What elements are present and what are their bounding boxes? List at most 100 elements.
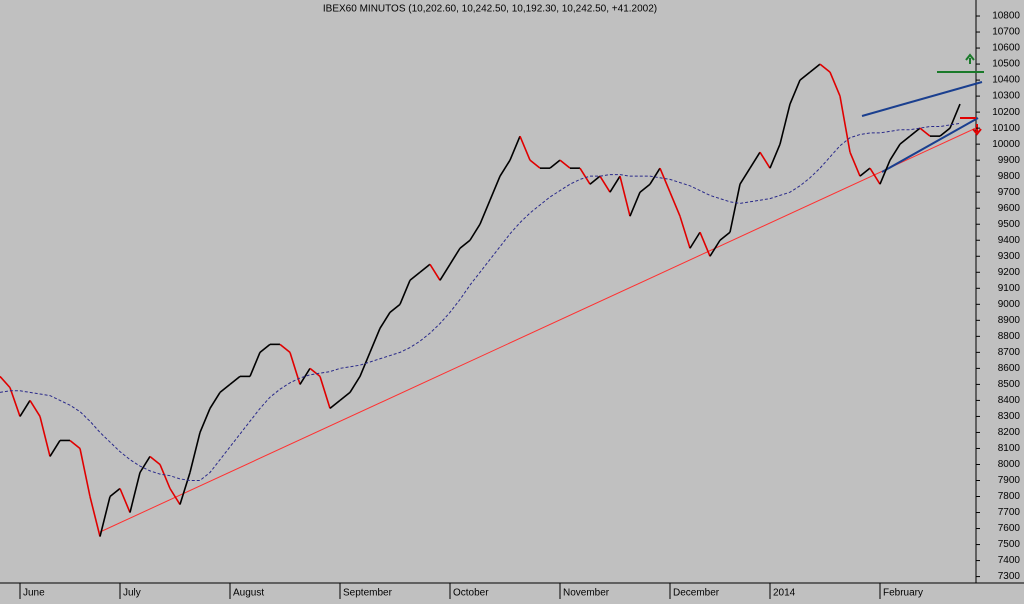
price-segment [869,167,881,185]
x-tick-label: July [123,588,141,599]
moving-average [0,122,961,481]
y-tick-label: 9900 [998,155,1021,166]
y-tick-label: 8400 [998,395,1021,406]
y-tick-label: 9300 [998,251,1021,262]
y-tick-label: 10300 [992,91,1020,102]
price-segment [799,71,811,81]
price-segment [509,135,521,161]
x-tick-label: October [453,588,489,599]
y-tick-label: 10700 [992,27,1020,38]
x-tick-label: December [673,588,720,599]
y-tick-label: 9800 [998,171,1021,182]
y-tick-label: 7700 [998,507,1021,518]
price-segment [339,391,351,402]
price-segment [669,191,681,217]
price-segment [329,399,341,410]
up-arrow [965,53,975,64]
price-segment [199,408,211,433]
y-tick-label: 10100 [992,123,1020,134]
price-segment [259,343,271,353]
y-tick-label: 8000 [998,459,1021,470]
price-segment [589,175,601,185]
price-segment [809,63,821,73]
price-segment [699,231,711,257]
price-segment [159,464,171,489]
price-segment [649,167,661,185]
price-segment [69,439,81,450]
price-segment [439,263,451,281]
price-segment [559,159,571,169]
x-tick-label: November [563,588,610,599]
y-tick-label: 8600 [998,363,1021,374]
y-tick-label: 7800 [998,491,1021,502]
price-segment [189,432,201,473]
price-segment [709,239,721,257]
price-segment [349,375,361,393]
price-segment [619,175,631,217]
price-segment [489,175,501,201]
price-segment [29,399,41,417]
price-segment [939,127,951,137]
price-segment [679,215,691,249]
y-tick-label: 10600 [992,43,1020,54]
trend-line [99,127,977,533]
price-segment [469,223,481,241]
price-segment [389,303,401,313]
price-segment [279,343,291,353]
price-segment [119,488,131,513]
y-tick-label: 9400 [998,235,1021,246]
price-segment [409,271,421,281]
price-segment [79,448,91,497]
price-segment [839,95,851,153]
y-tick-label: 8900 [998,315,1021,326]
price-segment [139,456,151,473]
wedge-line [881,117,979,173]
y-tick-label: 8800 [998,331,1021,342]
price-segment [759,151,771,169]
price-segment [0,375,11,389]
price-segment [479,199,491,225]
price-segment [629,191,641,217]
price-segment [179,472,191,505]
price-segment [719,231,731,241]
price-segment [749,151,761,169]
price-segment [169,488,181,505]
x-tick-label: June [23,588,45,599]
y-tick-label: 7900 [998,475,1021,486]
price-segment [9,387,21,417]
price-segment [609,175,621,193]
y-tick-label: 9700 [998,187,1021,198]
price-segment [309,367,321,378]
price-segment [949,103,961,129]
price-segment [299,367,311,385]
y-tick-label: 10200 [992,107,1020,118]
price-segment [879,159,891,185]
price-segment [99,496,111,537]
price-segment [429,263,441,281]
y-tick-label: 9600 [998,203,1021,214]
y-tick-label: 8700 [998,347,1021,358]
price-segment [599,175,611,193]
price-segment [919,127,931,137]
price-segment [889,143,901,161]
price-segment [909,127,921,137]
chart-title: IBEX60 MINUTOS (10,202.60, 10,242.50, 10… [323,4,657,15]
price-segment [319,376,331,409]
price-segment [579,167,591,185]
x-tick-label: August [233,588,264,599]
wedge-line [861,81,983,117]
price-segment [49,440,61,457]
x-tick-label: 2014 [773,588,796,599]
y-tick-label: 8200 [998,427,1021,438]
x-tick-label: September [343,588,393,599]
y-tick-label: 9500 [998,219,1021,230]
price-segment [399,279,411,305]
price-segment [829,71,841,97]
price-segment [849,151,861,177]
price-segment [39,416,51,457]
y-tick-label: 10800 [992,11,1020,22]
y-tick-label: 8100 [998,443,1021,454]
price-segment [149,455,161,466]
price-segment [819,63,831,73]
